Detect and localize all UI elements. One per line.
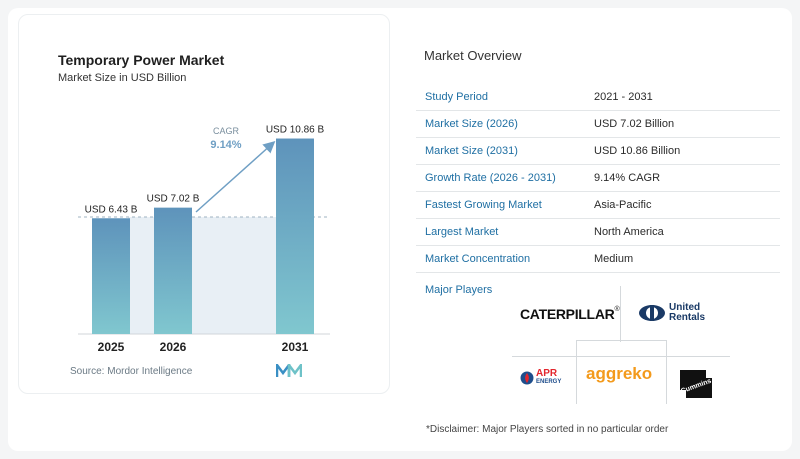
rentals-text: Rentals xyxy=(669,312,706,323)
data-label-2025: USD 6.43 B xyxy=(85,204,138,215)
bar-2031 xyxy=(276,138,314,334)
bar-2026 xyxy=(154,207,192,334)
overview-value: USD 7.02 Billion xyxy=(594,118,675,130)
overview-label: Market Size (2026) xyxy=(425,118,518,130)
overview-value: 2021 - 2031 xyxy=(594,91,653,103)
overview-row: Growth Rate (2026 - 2031) 9.14% CAGR xyxy=(416,165,780,192)
mordor-logo-icon xyxy=(276,364,302,377)
data-label-2026: USD 7.02 B xyxy=(147,194,200,205)
major-players-label: Major Players xyxy=(425,284,493,296)
overview-row: Largest Market North America xyxy=(416,219,780,246)
aggreko-logo-text: aggreko xyxy=(586,364,653,383)
grid-divider xyxy=(620,286,621,342)
category-label-2025: 2025 xyxy=(98,340,125,354)
cummins-logo: Cummins xyxy=(676,364,716,409)
caterpillar-logo: CATERPILLAR® xyxy=(520,306,620,322)
overview-row: Market Size (2031) USD 10.86 Billion xyxy=(416,138,780,165)
grid-divider xyxy=(576,340,666,341)
source-text: Source: Mordor Intelligence xyxy=(70,366,192,377)
overview-value: 9.14% CAGR xyxy=(594,172,661,184)
grid-divider xyxy=(576,340,577,404)
overview-value: North America xyxy=(594,226,664,238)
category-label-2026: 2026 xyxy=(160,340,187,354)
bar-chart: USD 6.43 B USD 7.02 B USD 10.86 B 2025 2026… xyxy=(78,125,330,354)
overview-label: Market Concentration xyxy=(425,253,531,265)
source-name: Mordor Intelligence xyxy=(107,366,193,377)
apr-flame-icon xyxy=(520,371,534,385)
overview-row: Fastest Growing Market Asia-Pacific xyxy=(416,192,780,219)
data-label-2031: USD 10.86 B xyxy=(266,125,325,136)
united-rentals-icon xyxy=(639,305,665,321)
overview-label: Growth Rate (2026 - 2031) xyxy=(425,172,556,184)
united-rentals-logo: United Rentals xyxy=(638,303,705,323)
aggreko-logo: aggreko xyxy=(586,364,652,384)
caterpillar-logo-text: CATERPILLAR xyxy=(520,306,615,322)
chart-title: Temporary Power Market xyxy=(58,52,225,68)
cagr-value: 9.14% xyxy=(210,139,241,151)
cagr-arrow xyxy=(195,140,276,213)
apr-energy-logo: APR ENERGY xyxy=(520,368,562,386)
chart-subtitle: Market Size in USD Billion xyxy=(58,72,187,84)
grid-divider xyxy=(666,340,667,404)
market-overview-title: Market Overview xyxy=(424,48,522,63)
disclaimer-text: *Disclaimer: Major Players sorted in no … xyxy=(426,424,669,435)
overview-row: Study Period 2021 - 2031 xyxy=(416,84,780,111)
overview-value: Medium xyxy=(594,253,634,265)
overview-label: Study Period xyxy=(425,91,488,103)
shaded-region xyxy=(128,217,276,334)
united-text: United xyxy=(669,302,701,313)
overview-value: Asia-Pacific xyxy=(594,199,652,211)
grid-divider xyxy=(512,356,730,357)
overview-table: Study Period 2021 - 2031 Market Size (202… xyxy=(416,84,780,273)
overview-label: Fastest Growing Market xyxy=(425,199,542,211)
apr-text: APR xyxy=(536,368,558,379)
overview-row: Market Concentration Medium xyxy=(416,246,780,273)
overview-label: Largest Market xyxy=(425,226,499,238)
bar-2025 xyxy=(92,218,130,334)
category-label-2031: 2031 xyxy=(282,340,309,354)
energy-text: ENERGY xyxy=(536,379,562,385)
overview-value: USD 10.86 Billion xyxy=(594,145,681,157)
overview-row: Market Size (2026) USD 7.02 Billion xyxy=(416,111,780,138)
cagr-label: CAGR xyxy=(213,126,240,136)
overview-label: Market Size (2031) xyxy=(425,145,518,157)
cummins-icon: Cummins xyxy=(680,370,712,398)
source-prefix: Source: xyxy=(70,366,105,377)
